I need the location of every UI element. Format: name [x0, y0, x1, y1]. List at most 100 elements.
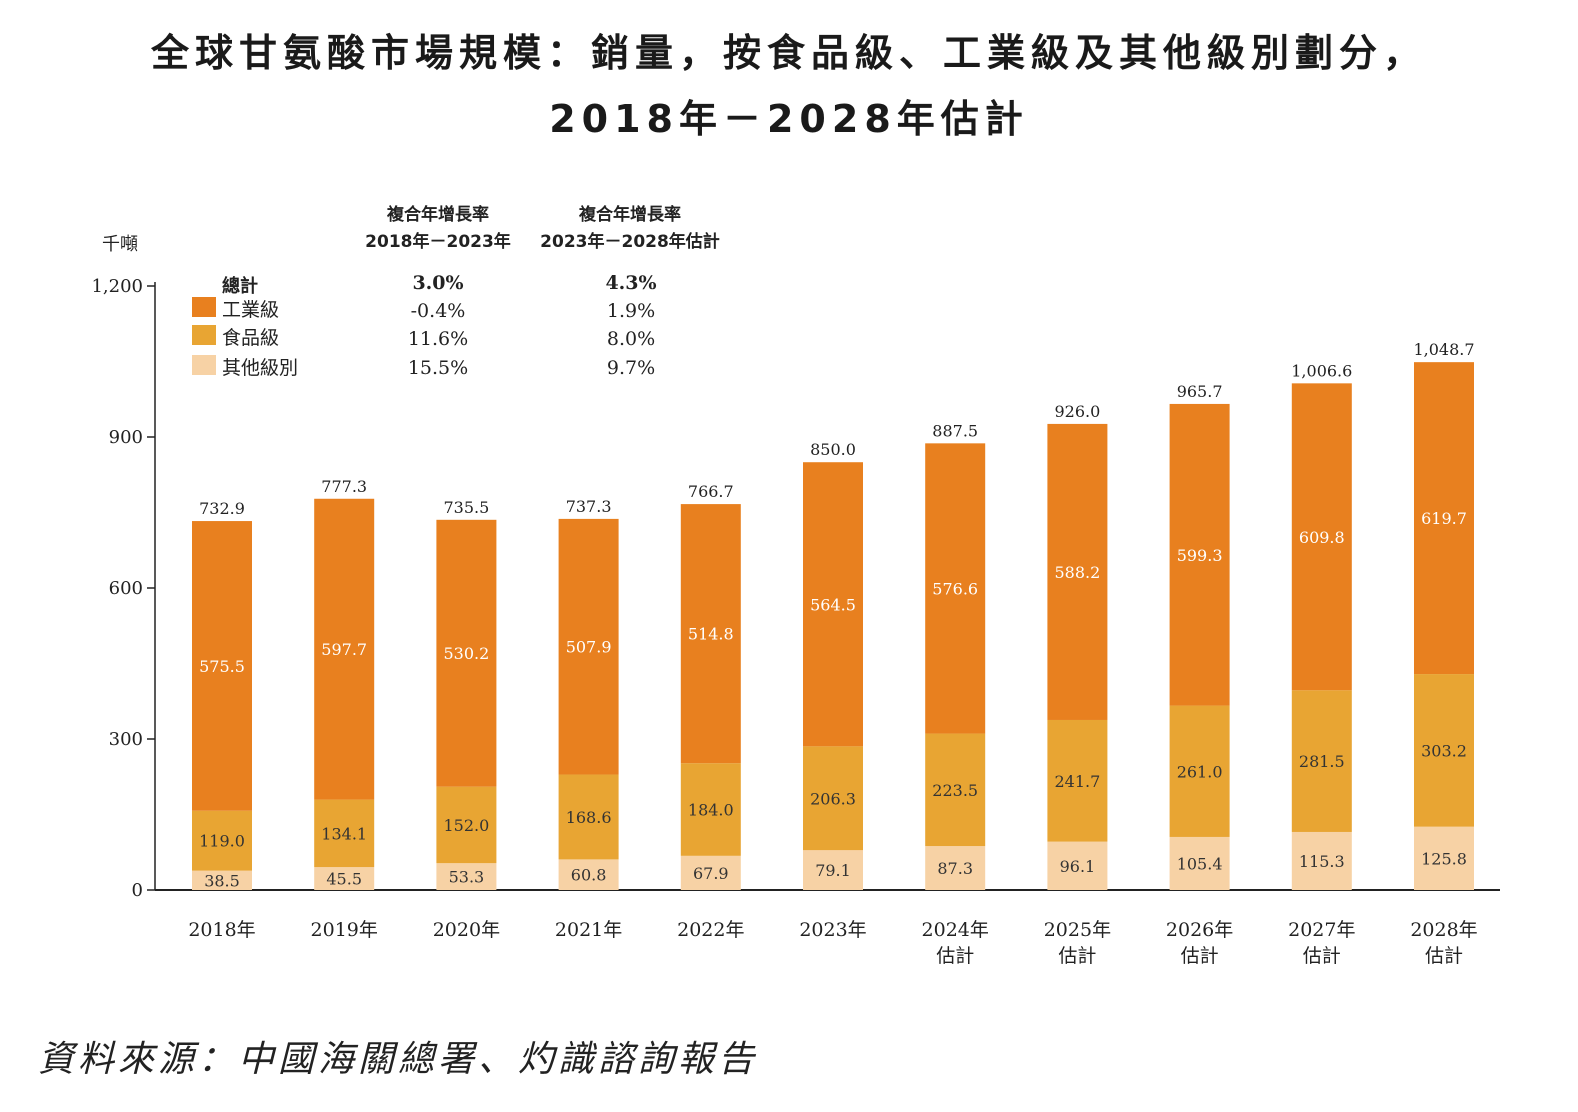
data-label-industrial: 609.8 — [1299, 528, 1345, 547]
bar-segment-food — [680, 763, 741, 856]
cagr-value-total-2023-2028: 4.3% — [605, 272, 657, 294]
data-label-industrial: 507.9 — [566, 638, 612, 657]
bar-segment-food — [314, 799, 375, 868]
y-axis-unit: 千噸 — [102, 234, 138, 255]
data-label-other: 79.1 — [815, 861, 851, 880]
data-label-industrial: 597.7 — [321, 640, 367, 659]
bar-segment-other — [558, 859, 619, 890]
x-tick-label: 2022年 — [677, 919, 744, 941]
bar-segment-other — [1291, 831, 1352, 890]
legend-label-other: 其他級別 — [222, 357, 299, 379]
x-tick-label: 2018年 — [188, 919, 255, 941]
bar-segment-industrial — [1047, 423, 1108, 720]
data-label-other: 115.3 — [1299, 852, 1345, 871]
bar-segment-other — [314, 867, 375, 890]
bar-segment-other — [803, 850, 863, 890]
x-tick-label: 2028年 — [1410, 919, 1477, 941]
bar-segment-industrial — [803, 462, 863, 747]
bar-segment-other — [680, 855, 741, 890]
x-tick-label: 2024年 — [922, 919, 989, 941]
data-label-industrial: 588.2 — [1054, 563, 1100, 582]
bar-segment-food — [1047, 719, 1108, 842]
total-label: 777.3 — [321, 477, 367, 496]
bar-segment-food — [925, 733, 986, 847]
bar-segment-food — [436, 786, 497, 864]
x-tick-label: 估計 — [1303, 945, 1341, 967]
legend-swatch-other — [192, 355, 216, 375]
bar-segment-other — [925, 846, 986, 890]
x-tick-label: 2019年 — [311, 919, 378, 941]
x-tick-label: 估計 — [936, 945, 974, 967]
data-label-food: 152.0 — [443, 816, 489, 835]
data-label-industrial: 575.5 — [199, 657, 245, 676]
bar-segment-other — [1169, 836, 1230, 890]
bar-segment-food — [1291, 690, 1352, 832]
cagr-value-food-2023-2028: 8.0% — [606, 328, 656, 350]
data-label-food: 281.5 — [1299, 752, 1345, 771]
data-label-industrial: 514.8 — [688, 625, 734, 644]
source-note: 資料來源：中國海關總署、灼識諮詢報告 — [38, 1039, 759, 1080]
total-label: 735.5 — [443, 498, 489, 517]
data-label-other: 60.8 — [571, 866, 607, 885]
data-label-industrial: 530.2 — [443, 644, 489, 663]
bar-segment-industrial — [436, 519, 497, 787]
bar-segment-food — [1414, 674, 1474, 827]
x-tick-label: 2021年 — [555, 919, 622, 941]
legend-label-food: 食品級 — [222, 327, 280, 349]
data-label-other: 125.8 — [1421, 849, 1467, 868]
cagr-value-other-2023-2028: 9.7% — [606, 357, 656, 379]
y-tick-label: 900 — [109, 427, 143, 448]
data-label-food: 303.2 — [1421, 741, 1467, 760]
bar-segment-food — [192, 810, 252, 871]
bar-segment-other — [1047, 841, 1108, 890]
data-label-industrial: 599.3 — [1177, 546, 1223, 565]
bar-segment-other — [1414, 826, 1474, 890]
x-tick-label: 估計 — [1425, 945, 1463, 967]
data-label-food: 119.0 — [199, 832, 245, 851]
total-label: 737.3 — [566, 497, 612, 516]
bar-segment-industrial — [558, 518, 619, 775]
legend-swatch-industrial — [192, 297, 216, 317]
data-label-industrial: 576.6 — [932, 579, 978, 598]
bar-segment-industrial — [1291, 383, 1352, 691]
x-tick-label: 2020年 — [433, 919, 500, 941]
cagr-value-industrial-2018-2023: -0.4% — [410, 300, 466, 322]
cagr-header-2018-2023: 複合年增長率 2018年－2023年 — [358, 202, 518, 256]
total-label: 965.7 — [1177, 382, 1223, 401]
y-tick-label: 0 — [132, 880, 143, 901]
cagr-header-period: 2023年－2028年估計 — [540, 232, 720, 252]
y-tick-label: 1,200 — [91, 276, 143, 297]
bar-segment-food — [1169, 705, 1230, 837]
chart-title-line2: 2018年－2028年估計 — [549, 97, 1029, 141]
total-label: 1,006.6 — [1291, 361, 1352, 380]
bar-segment-industrial — [192, 521, 252, 811]
data-label-other: 96.1 — [1060, 857, 1096, 876]
bar-segment-industrial — [680, 504, 741, 764]
x-tick-label: 2025年 — [1044, 919, 1111, 941]
data-label-food: 241.7 — [1054, 772, 1100, 791]
legend-total-label: 總計 — [222, 276, 258, 297]
total-label: 850.0 — [810, 440, 856, 459]
data-label-food: 206.3 — [810, 789, 856, 808]
data-label-other: 53.3 — [449, 868, 485, 887]
legend-swatch-food — [192, 325, 216, 345]
x-tick-label: 估計 — [1058, 945, 1096, 967]
data-label-other: 45.5 — [326, 870, 362, 889]
data-label-other: 67.9 — [693, 864, 729, 883]
stacked-bar-chart: 0 300 600 900 1,200 38.5 119.0 575.5 732.9 2018年 4… — [91, 276, 1500, 967]
legend-label-industrial: 工業級 — [222, 299, 280, 321]
cagr-value-other-2018-2023: 15.5% — [407, 357, 469, 379]
total-label: 926.0 — [1054, 402, 1100, 421]
cagr-header-period: 2018年－2023年 — [365, 232, 511, 252]
data-label-other: 105.4 — [1177, 854, 1223, 873]
total-label: 766.7 — [688, 482, 734, 501]
data-label-food: 134.1 — [321, 824, 367, 843]
bar-segment-other — [436, 863, 497, 890]
data-label-other: 38.5 — [204, 871, 240, 890]
x-tick-label: 2023年 — [799, 919, 866, 941]
data-label-other: 87.3 — [937, 859, 973, 878]
data-label-industrial: 619.7 — [1421, 509, 1467, 528]
total-label: 732.9 — [199, 499, 245, 518]
data-label-industrial: 564.5 — [810, 595, 856, 614]
cagr-value-total-2018-2023: 3.0% — [412, 272, 464, 294]
